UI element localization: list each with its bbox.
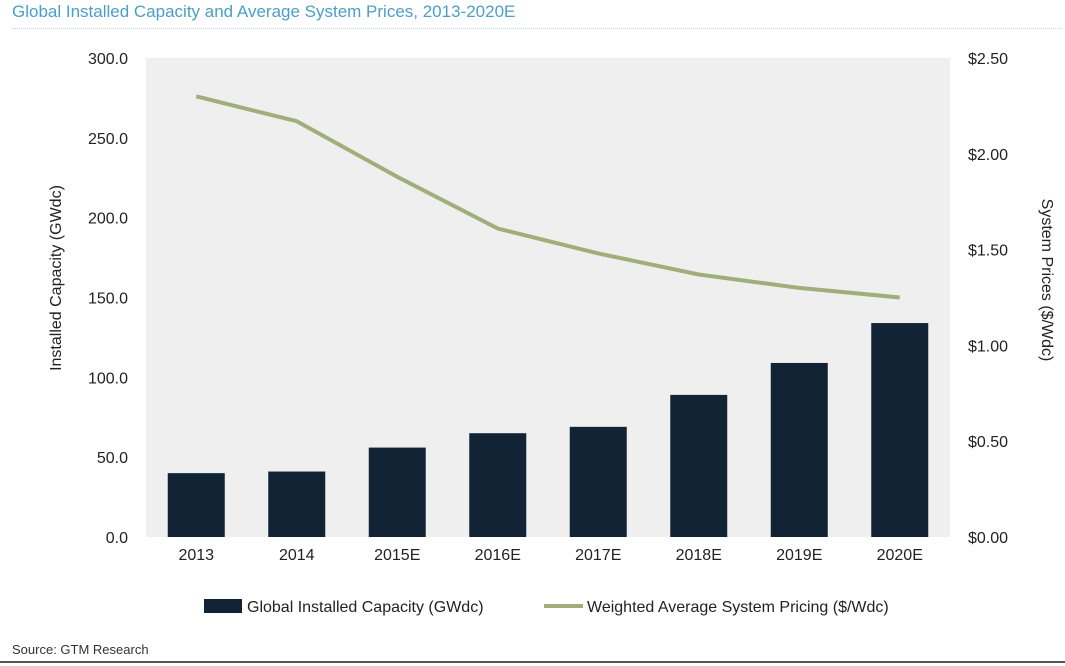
x-tick-label: 2016E — [475, 547, 521, 564]
bar-2016E — [469, 433, 527, 537]
y-tick-label: 300.0 — [88, 51, 128, 68]
y2-tick-label: $2.00 — [968, 147, 1008, 164]
y-tick-label: 250.0 — [88, 131, 128, 148]
y2-tick-label: $0.50 — [968, 434, 1008, 451]
bar-2020E — [871, 323, 929, 537]
x-tick-label: 2017E — [575, 547, 621, 564]
bar-2013 — [167, 473, 225, 537]
bar-2014 — [268, 471, 326, 537]
price-line — [195, 94, 900, 300]
chart-title: Global Installed Capacity and Average Sy… — [12, 2, 516, 21]
y2-tick-label: $2.50 — [968, 51, 1008, 68]
y-tick-label: 150.0 — [88, 291, 128, 308]
bar-2018E — [670, 394, 728, 537]
combo-chart: 0.0 50.0 100.0 150.0 200.0 250.0 300.0 $0.00 $0… — [48, 51, 1055, 616]
x-tick-label: 2014 — [279, 547, 315, 564]
y2-tick-label: $0.00 — [968, 530, 1008, 547]
plot-area — [146, 58, 950, 537]
y-tick-label: 0.0 — [106, 530, 128, 547]
legend-line-label: Weighted Average System Pricing ($/Wdc) — [587, 599, 889, 616]
source-note: Source: GTM Research — [12, 642, 149, 657]
legend-bar-label: Global Installed Capacity (GWdc) — [247, 599, 484, 616]
bottom-divider — [0, 661, 1065, 663]
x-tick-label: 2018E — [676, 547, 722, 564]
y-tick-label: 100.0 — [88, 370, 128, 387]
legend: Global Installed Capacity (GWdc) Weighte… — [204, 599, 889, 616]
bar-2015E — [368, 447, 426, 537]
bar-2019E — [770, 362, 828, 537]
title-divider — [12, 28, 1062, 29]
x-tick-label: 2013 — [178, 547, 214, 564]
y-tick-label: 200.0 — [88, 211, 128, 228]
y2-tick-label: $1.00 — [968, 338, 1008, 355]
bar-2017E — [569, 426, 627, 537]
y-tick-label: 50.0 — [97, 450, 128, 467]
y-axis-title: Installed Capacity (GWdc) — [48, 185, 65, 371]
legend-bar-swatch — [204, 599, 242, 613]
x-tick-label: 2020E — [877, 547, 923, 564]
y2-tick-label: $1.50 — [968, 243, 1008, 260]
y2-axis-title: System Prices ($/Wdc) — [1038, 199, 1055, 362]
x-tick-label: 2019E — [776, 547, 822, 564]
x-tick-label: 2015E — [374, 547, 420, 564]
